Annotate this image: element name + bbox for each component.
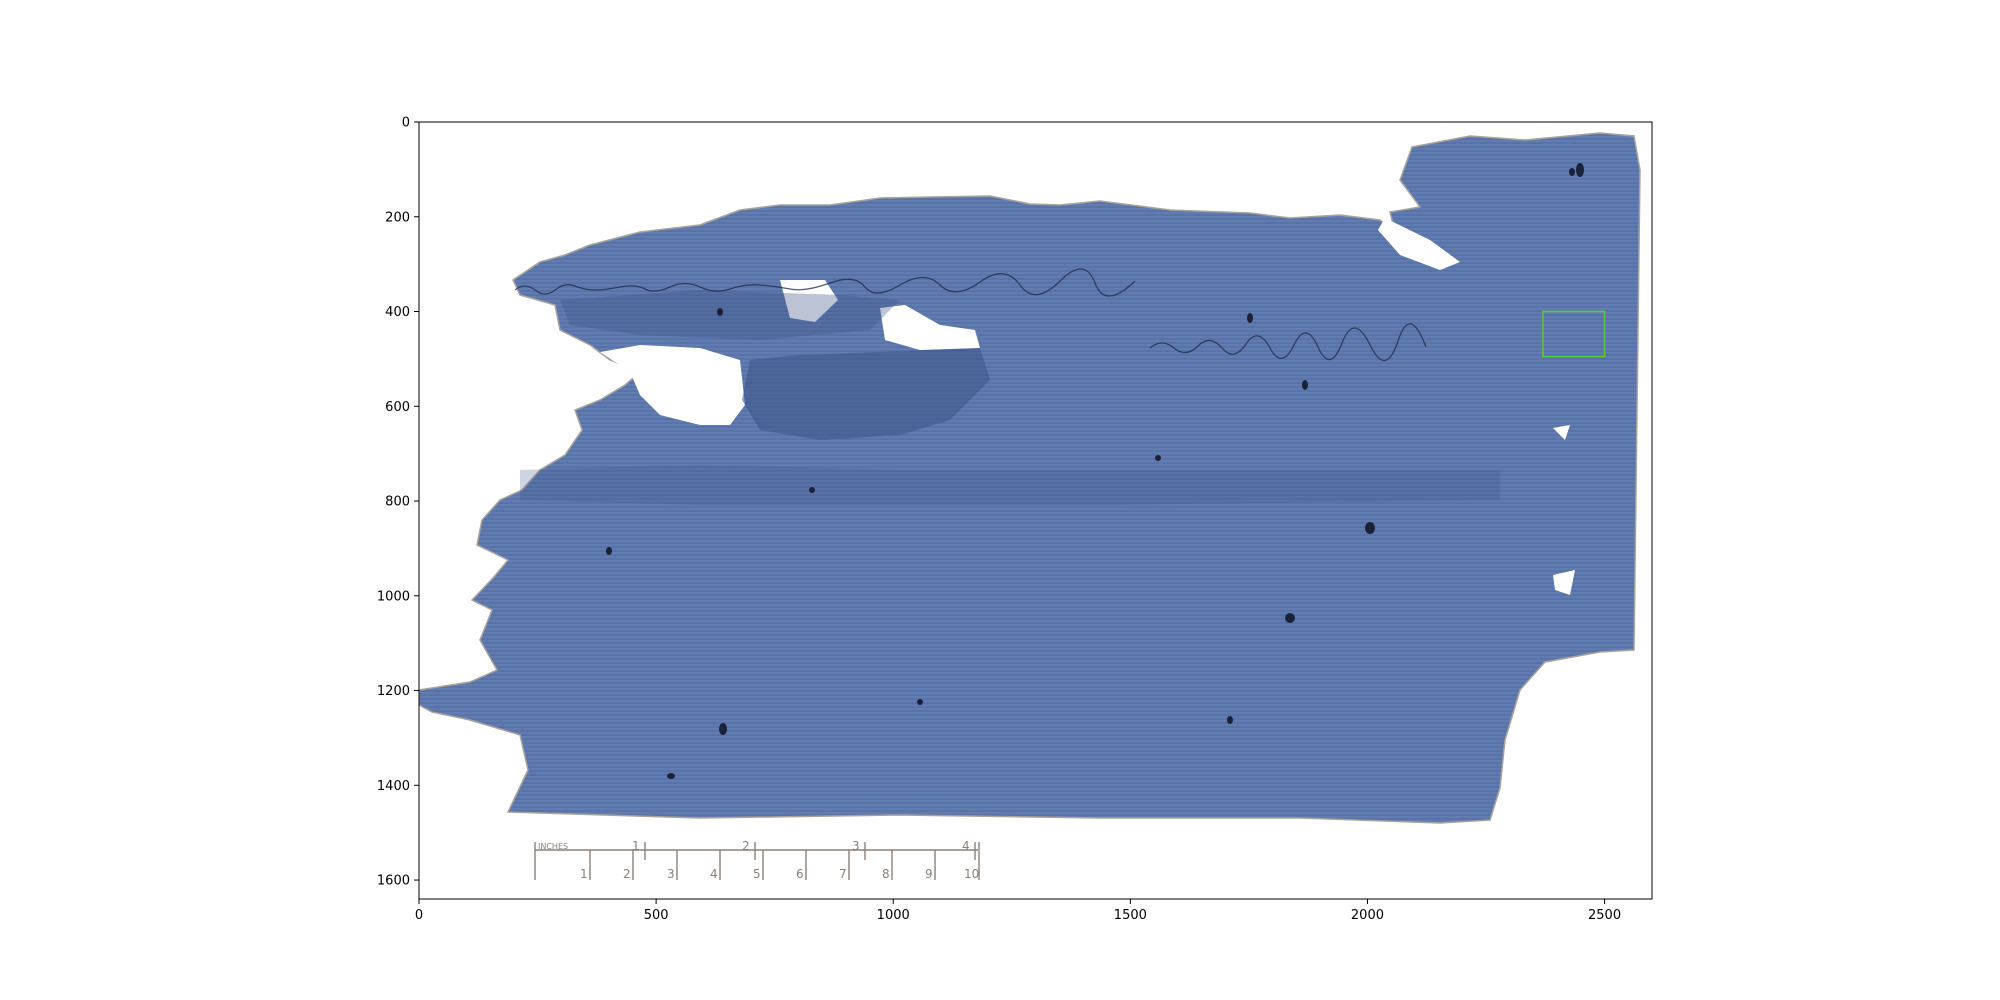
papyrus-tear (600, 345, 745, 425)
ruler-cm-number: 8 (882, 867, 890, 881)
ruler-unit-label: INCHES (538, 842, 568, 851)
papyrus-holes (606, 163, 1584, 779)
ruler-inch-numbers: 1 2 3 4 (632, 839, 970, 853)
y-tick-label: 1200 (377, 684, 410, 699)
ruler-cm-number: 9 (925, 867, 933, 881)
y-axis: 0 200 400 600 800 1000 1200 1400 1600 (377, 116, 419, 889)
ruler-cm-number: 10 (964, 867, 979, 881)
papyrus-tear (1378, 218, 1460, 270)
x-tick-label: 1500 (1114, 908, 1147, 923)
ruler-cm-number: 7 (839, 867, 847, 881)
x-tick-label: 500 (644, 908, 669, 923)
papyrus-image: INCHES 1 2 3 4 1 2 3 4 5 6 7 8 9 10 (419, 132, 1641, 881)
y-tick-label: 400 (385, 305, 410, 320)
x-axis: 0 500 1000 1500 2000 2500 (415, 899, 1621, 923)
x-tick-label: 2000 (1351, 908, 1384, 923)
papyrus-fragment (419, 132, 1641, 824)
axes-frame (418, 121, 1653, 900)
x-tick-label: 0 (415, 908, 423, 923)
ruler-cm-numbers: 1 2 3 4 5 6 7 8 9 10 (580, 867, 979, 881)
ruler-cm-number: 4 (710, 867, 718, 881)
papyrus-dark-patch (560, 290, 900, 340)
papyrus-dark-patch (742, 348, 990, 440)
ruler-cm-number: 3 (667, 867, 675, 881)
y-tick-label: 1400 (377, 779, 410, 794)
ruler-cm-number: 5 (753, 867, 761, 881)
y-tick-label: 1600 (377, 874, 410, 889)
ruler-cm-number: 6 (796, 867, 804, 881)
y-tick-label: 200 (385, 210, 410, 225)
measurement-ruler (534, 842, 980, 880)
ruler-cm-number: 1 (580, 867, 588, 881)
y-tick-label: 800 (385, 495, 410, 510)
y-tick-label: 1000 (377, 589, 410, 604)
papyrus-tear (1553, 570, 1575, 595)
ruler-inch-number: 3 (852, 839, 860, 853)
highlight-box (1542, 310, 1606, 358)
papyrus-dark-patch (520, 465, 1500, 505)
x-tick-label: 1000 (877, 908, 910, 923)
papyrus-tear (780, 280, 838, 322)
script-lines (514, 268, 1427, 362)
ruler-inch-number: 1 (632, 839, 640, 853)
ruler-inch-number: 4 (962, 839, 970, 853)
ruler-inch-number: 2 (742, 839, 750, 853)
papyrus-tear (880, 305, 980, 350)
y-tick-label: 600 (385, 400, 410, 415)
papyrus-tear (1553, 425, 1570, 440)
ruler-cm-number: 2 (623, 867, 631, 881)
x-tick-label: 2500 (1588, 908, 1621, 923)
y-tick-label: 0 (402, 116, 410, 131)
